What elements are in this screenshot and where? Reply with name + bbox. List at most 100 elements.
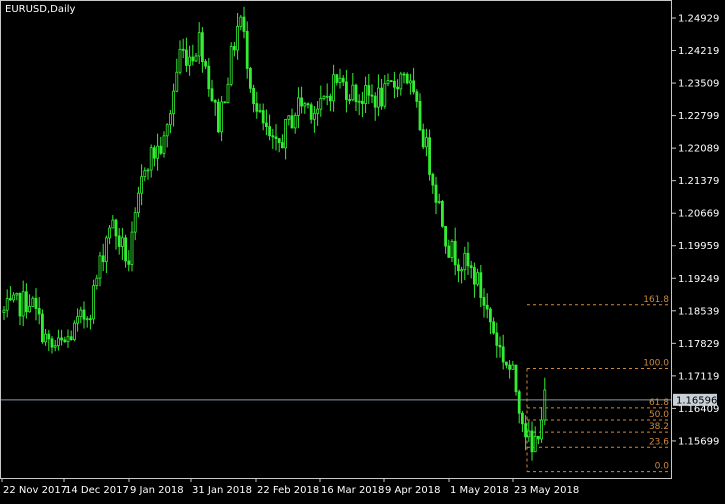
- candle-body: [73, 322, 76, 341]
- fib-level-label: 61.8: [649, 398, 669, 408]
- fib-level-label: 161.8: [643, 295, 669, 305]
- price-tick-label: 1.21379: [678, 176, 719, 187]
- candle-body: [364, 85, 368, 104]
- candle-body: [348, 99, 352, 101]
- candle-body: [268, 126, 272, 137]
- candle-body: [82, 309, 86, 320]
- price-tick-label: 1.23509: [678, 79, 719, 90]
- candle-body: [415, 91, 419, 102]
- candle-body: [5, 298, 9, 311]
- current-price-label: 1.16596: [676, 395, 717, 406]
- candle-body: [2, 309, 6, 313]
- fib-level-label: 23.6: [649, 437, 669, 447]
- candle-body: [121, 237, 124, 247]
- candle-body: [79, 309, 83, 318]
- time-tick-label: 31 Jan 2018: [192, 485, 252, 496]
- candle-body: [207, 65, 211, 90]
- candle-body: [322, 95, 326, 99]
- candle-body: [216, 101, 220, 133]
- candle-body: [57, 337, 60, 347]
- candle-body: [28, 306, 32, 313]
- candle-body: [367, 85, 371, 96]
- candle-body: [309, 104, 313, 120]
- candle-body: [188, 56, 192, 66]
- price-tick-label: 1.15699: [678, 436, 719, 447]
- candle-body: [501, 346, 505, 363]
- candle-body: [332, 74, 336, 102]
- candle-body: [264, 122, 268, 128]
- candle-body: [280, 142, 284, 149]
- candle-body: [405, 73, 409, 84]
- candle-body: [482, 297, 486, 306]
- candle-body: [124, 237, 127, 262]
- price-tick-label: 1.19959: [678, 241, 719, 252]
- time-tick-label: 23 May 2018: [514, 485, 579, 496]
- candle-body: [431, 173, 435, 186]
- candle-body: [412, 80, 416, 93]
- candle-body: [303, 103, 307, 107]
- candle-body: [533, 435, 537, 453]
- candle-body: [354, 84, 358, 103]
- candle-body: [31, 297, 35, 307]
- candle-body: [117, 235, 121, 247]
- candle-body: [232, 46, 236, 51]
- fibonacci-retracement[interactable]: 161.8 100.0 61.8 50.0 38.2 23.6 0.0: [526, 295, 670, 473]
- candle-body: [60, 337, 63, 341]
- candle-body: [197, 32, 201, 57]
- candle-body: [274, 136, 278, 140]
- time-tick-label: 22 Feb 2018: [257, 485, 319, 496]
- candle-body: [399, 73, 403, 90]
- candle-body: [408, 80, 412, 84]
- candle-body: [328, 95, 332, 102]
- candle-body: [21, 291, 25, 317]
- candle-body: [472, 267, 476, 285]
- candle-body: [165, 124, 169, 137]
- candle-body: [373, 95, 377, 108]
- fib-level-label: 100.0: [643, 358, 669, 368]
- candle-body: [444, 225, 448, 247]
- price-tick-label: 1.24929: [678, 13, 719, 24]
- fib-level-label: 0.0: [655, 462, 670, 472]
- candle-body: [53, 345, 57, 348]
- candle-body: [351, 84, 355, 101]
- candle-body: [236, 26, 240, 51]
- candle-body: [140, 176, 144, 194]
- candle-body: [296, 97, 300, 116]
- candle-body: [229, 46, 233, 85]
- candle-body: [63, 339, 67, 343]
- candle-body: [172, 90, 176, 115]
- candle-body: [34, 297, 38, 309]
- candle-body: [41, 313, 44, 343]
- candle-body: [312, 112, 316, 120]
- candle-body: [152, 147, 156, 159]
- candle-body: [396, 86, 400, 90]
- candle-body: [213, 100, 217, 103]
- candle-body: [335, 74, 339, 83]
- price-tick-label: 1.18539: [678, 306, 719, 317]
- candle-body: [159, 145, 163, 154]
- candle-body: [338, 77, 342, 83]
- candle-body: [434, 184, 438, 203]
- candle-body: [386, 80, 390, 85]
- candle-body: [383, 83, 387, 107]
- price-tick-label: 1.16409: [678, 404, 719, 415]
- candle-body: [418, 101, 422, 131]
- candle-body: [37, 308, 41, 315]
- price-axis[interactable]: 1.24929 1.24219 1.23509 1.22799 1.22089 1.213…: [672, 13, 719, 447]
- candle-body: [527, 430, 531, 438]
- price-tick-label: 1.17829: [678, 339, 719, 350]
- candle-body: [89, 318, 92, 321]
- chart-frame: [0, 0, 672, 479]
- candle-body: [543, 389, 547, 421]
- candle-body: [485, 304, 489, 310]
- candle-body: [168, 113, 172, 126]
- candle-body: [380, 87, 384, 107]
- candle-body: [143, 170, 147, 178]
- candle-body: [24, 291, 28, 313]
- candle-body: [440, 201, 444, 227]
- candle-body: [466, 252, 470, 267]
- candle-body: [92, 285, 95, 320]
